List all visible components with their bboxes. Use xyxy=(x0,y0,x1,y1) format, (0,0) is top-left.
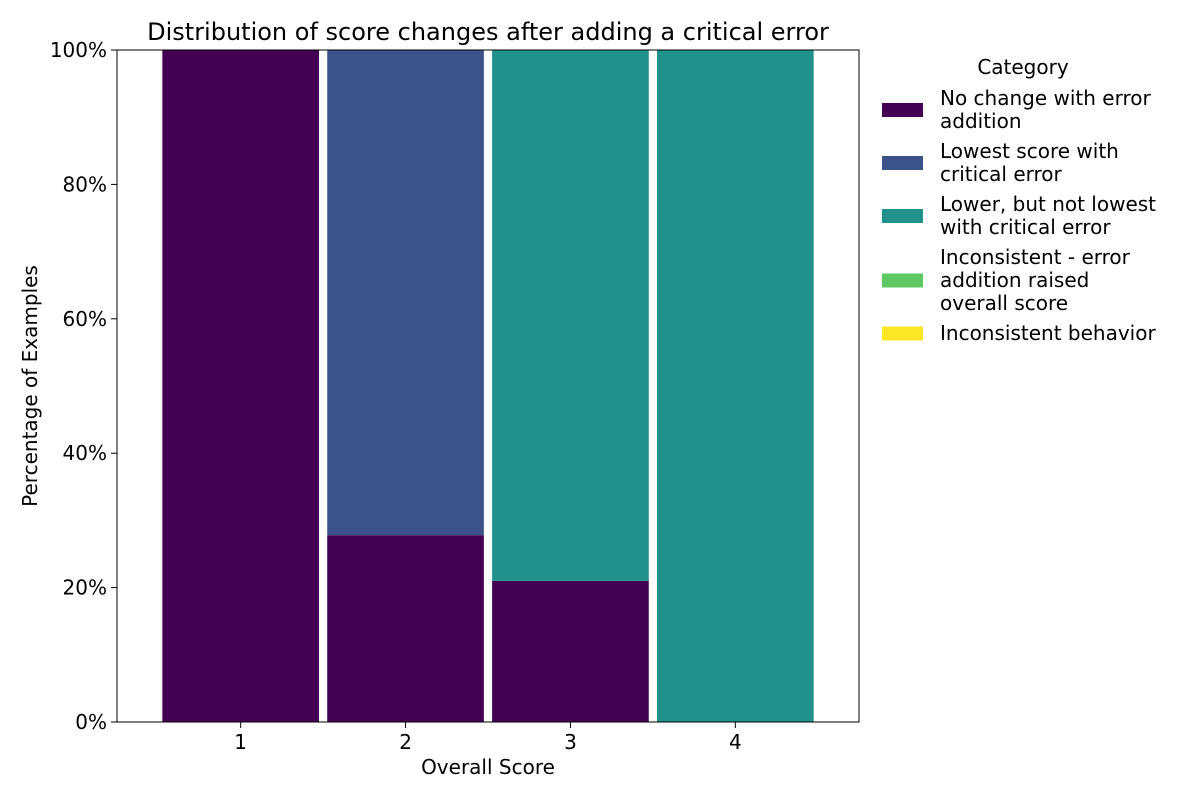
legend-label-1: Lowest score with critical error xyxy=(940,139,1119,186)
bar-segment-3-series-0 xyxy=(492,580,649,722)
legend: Category No change with error addition Low… xyxy=(882,55,1156,345)
bar-segment-1-series-0 xyxy=(162,50,319,722)
bar-segment-2-series-0 xyxy=(327,535,484,722)
x-tick-label: 4 xyxy=(729,730,742,754)
x-axis-label: Overall Score xyxy=(421,755,555,779)
x-tick-label: 3 xyxy=(564,730,577,754)
bars-group xyxy=(162,50,814,722)
legend-label-3: Inconsistent - error addition raised overa… xyxy=(940,245,1131,315)
x-tick-label: 2 xyxy=(399,730,412,754)
legend-label-4: Inconsistent behavior xyxy=(940,321,1156,345)
y-axis-label: Percentage of Examples xyxy=(18,265,42,507)
legend-swatch-3 xyxy=(882,273,923,288)
x-tick-label: 1 xyxy=(234,730,247,754)
legend-title: Category xyxy=(977,55,1069,79)
y-axis: 0% 20% 40% 60% 80% 100% xyxy=(50,38,117,734)
y-tick-label: 40% xyxy=(63,441,107,465)
y-tick-label: 60% xyxy=(63,307,107,331)
bar-segment-2-series-1 xyxy=(327,50,484,536)
legend-swatch-4 xyxy=(882,326,923,341)
y-tick-label: 0% xyxy=(75,710,107,734)
legend-swatch-2 xyxy=(882,209,923,223)
x-axis: 1 2 3 4 xyxy=(234,722,742,754)
bar-segment-3-series-2 xyxy=(492,50,649,581)
y-tick-label: 100% xyxy=(50,38,107,62)
legend-label-0: No change with error addition xyxy=(940,86,1152,133)
y-tick-label: 20% xyxy=(63,576,107,600)
chart-title: Distribution of score changes after addi… xyxy=(147,18,829,46)
legend-label-2: Lower, but not lowest with critical error xyxy=(940,192,1156,239)
plot-frame xyxy=(116,49,860,723)
legend-swatch-1 xyxy=(882,156,923,170)
bar-segment-4-series-2 xyxy=(657,50,814,722)
legend-swatch-0 xyxy=(882,103,923,117)
y-tick-label: 80% xyxy=(63,172,107,196)
